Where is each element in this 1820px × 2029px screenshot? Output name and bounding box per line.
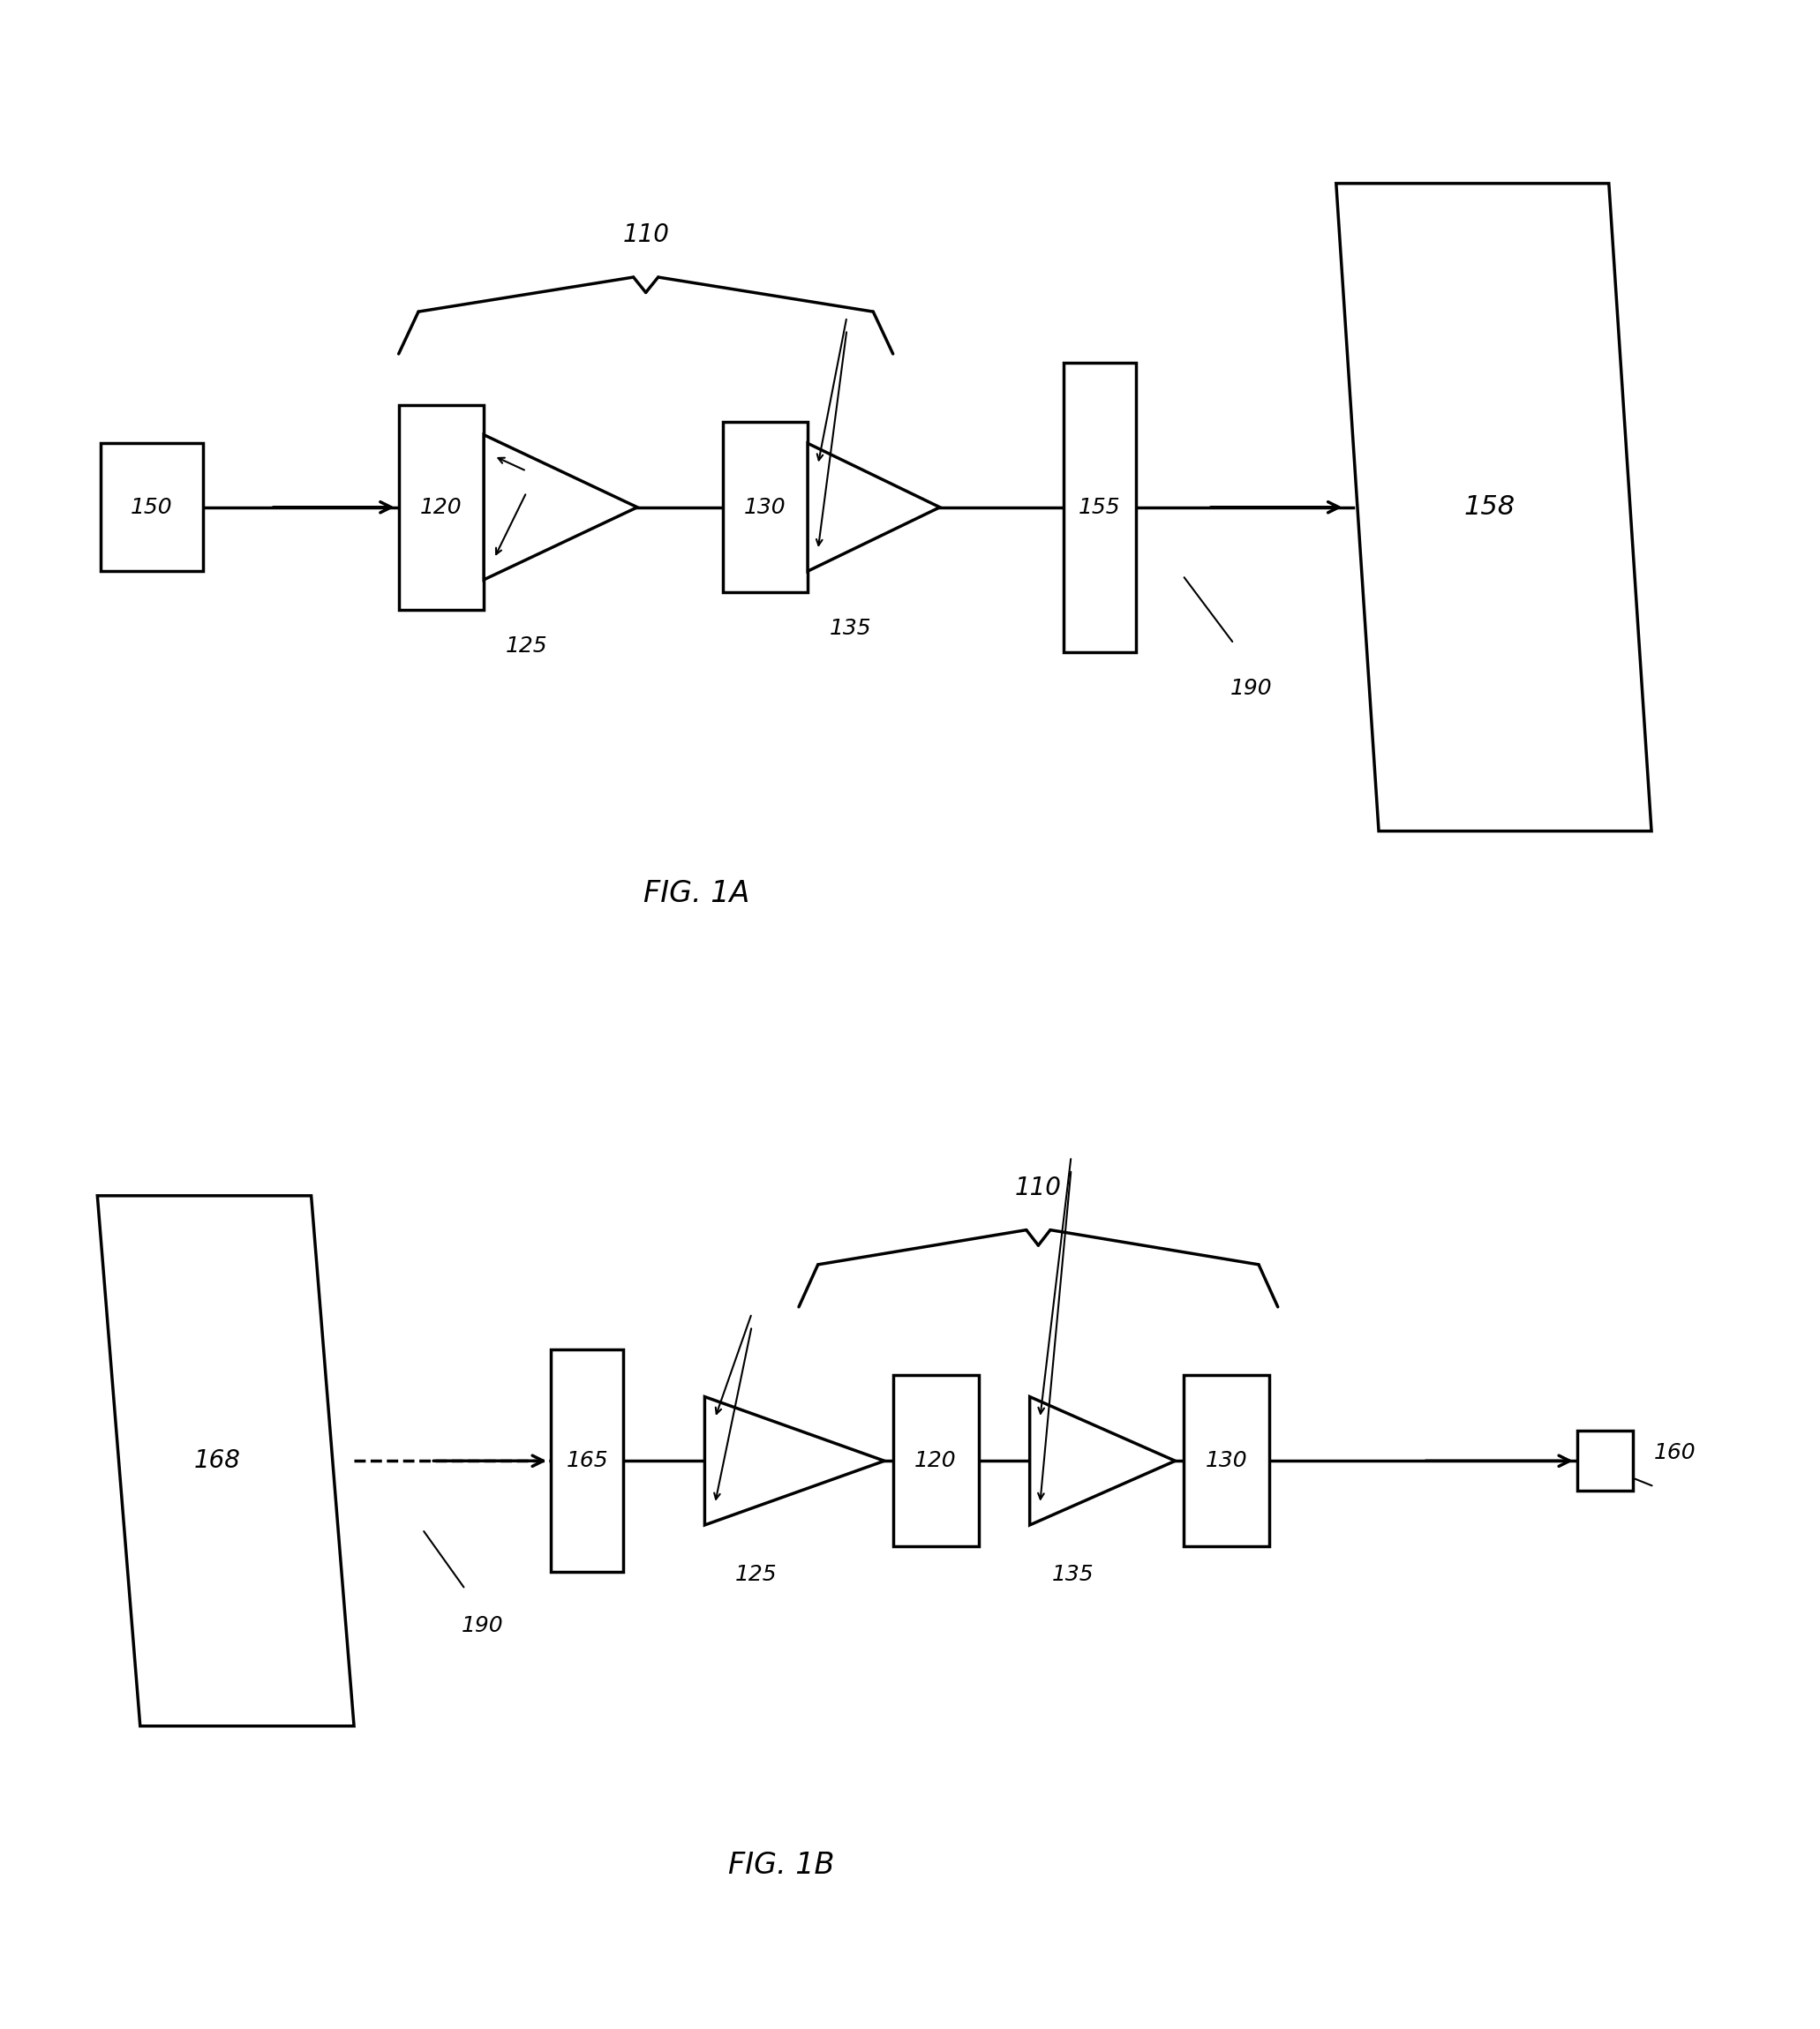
Text: 168: 168 [193,1449,240,1473]
Polygon shape [98,1195,353,1727]
Bar [894,1376,979,1546]
Text: 125: 125 [735,1564,777,1585]
Text: FIG. 1B: FIG. 1B [728,1850,835,1881]
Text: 125: 125 [506,635,548,655]
Bar [399,406,484,609]
Text: 165: 165 [566,1451,608,1471]
Bar [723,422,808,592]
Text: 120: 120 [915,1451,957,1471]
Bar [100,444,202,572]
Bar [1183,1376,1269,1546]
Text: 130: 130 [1205,1451,1247,1471]
Text: 155: 155 [1079,497,1121,517]
Text: FIG. 1A: FIG. 1A [644,879,750,907]
Text: 158: 158 [1463,495,1516,519]
Polygon shape [484,434,637,580]
Bar [1578,1430,1633,1491]
Polygon shape [704,1396,885,1526]
Text: 135: 135 [1052,1564,1094,1585]
Text: 135: 135 [830,619,872,639]
Bar [1063,363,1136,651]
Polygon shape [1030,1396,1176,1526]
Polygon shape [808,444,939,572]
Text: 150: 150 [131,497,173,517]
Text: 120: 120 [420,497,462,517]
Polygon shape [1336,183,1651,832]
Text: 110: 110 [1016,1175,1061,1199]
Text: 190: 190 [1230,678,1272,698]
Text: 110: 110 [622,223,670,248]
Text: 190: 190 [460,1615,504,1635]
Text: 160: 160 [1654,1443,1696,1463]
Text: 130: 130 [744,497,786,517]
Bar [551,1349,624,1572]
